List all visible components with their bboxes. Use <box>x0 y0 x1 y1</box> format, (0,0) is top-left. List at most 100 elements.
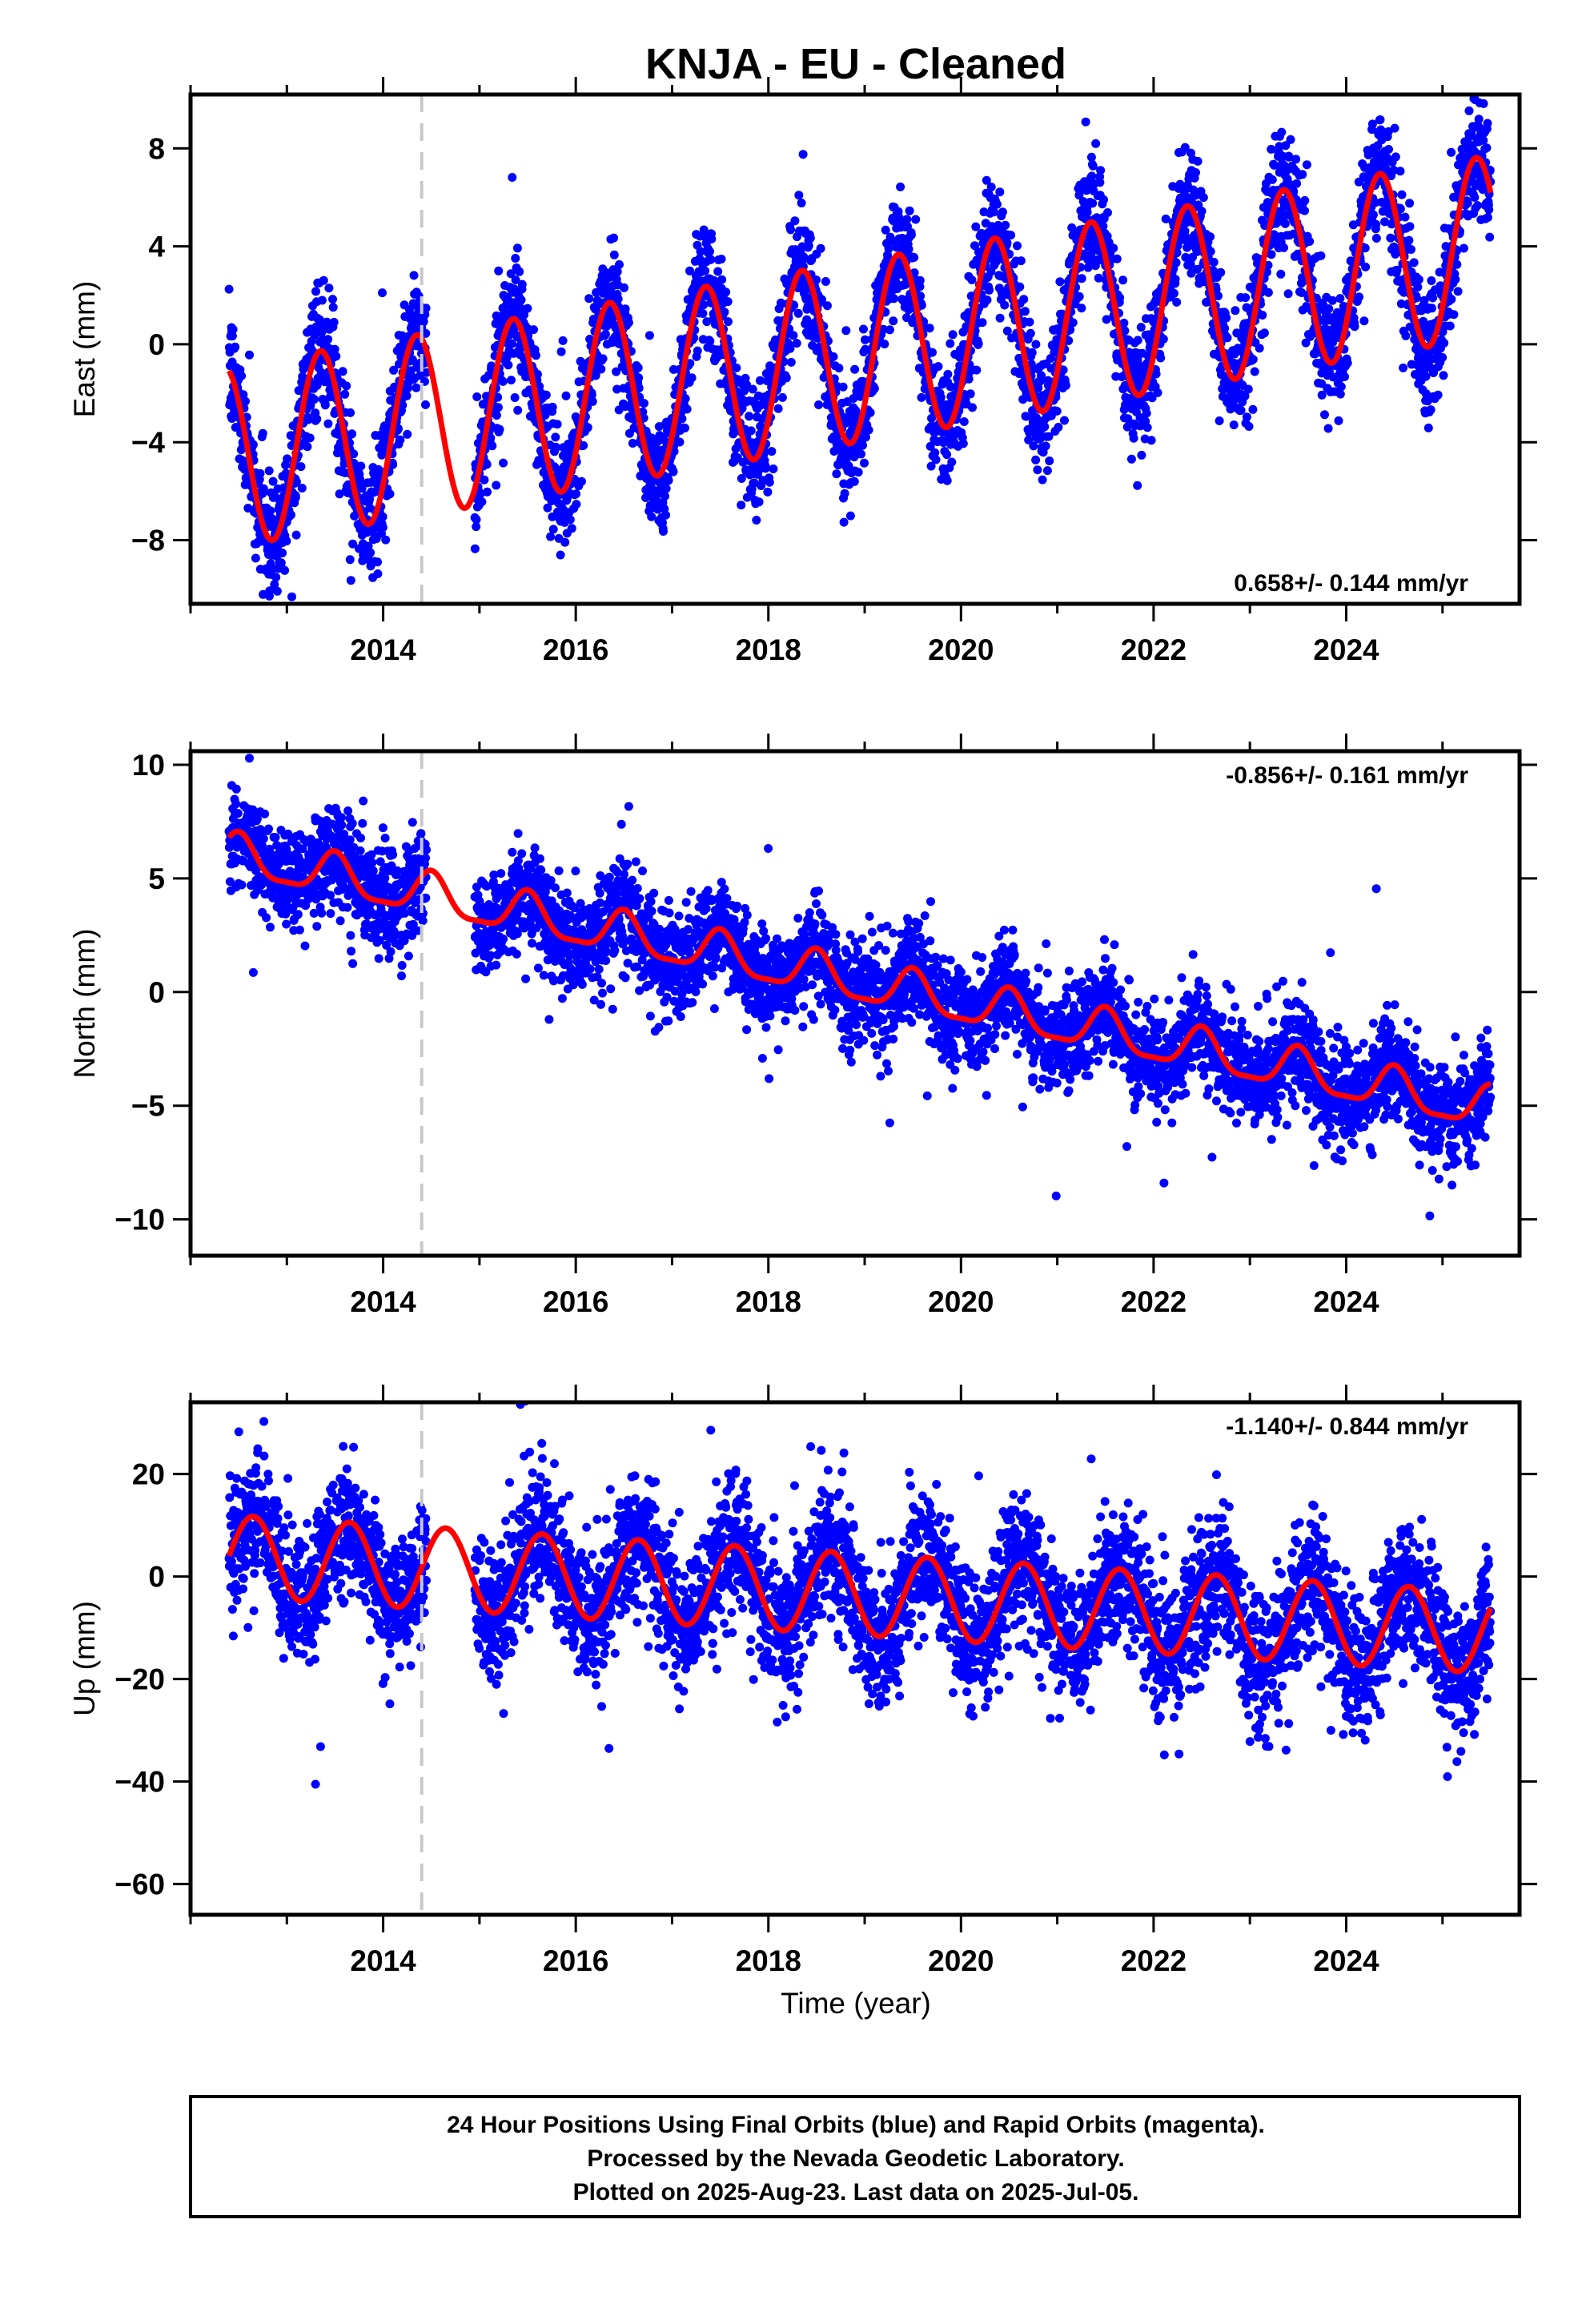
data-point <box>947 457 957 467</box>
data-point <box>1485 232 1495 242</box>
data-point <box>1380 217 1390 227</box>
data-point <box>1250 367 1259 376</box>
data-point <box>1206 247 1215 256</box>
data-point <box>283 454 292 464</box>
data-point <box>1083 263 1093 272</box>
data-point <box>264 466 274 476</box>
data-point <box>1151 369 1161 379</box>
data-point <box>1470 193 1480 202</box>
data-point <box>1133 336 1142 345</box>
data-point <box>1350 322 1359 332</box>
data-point <box>287 510 295 520</box>
data-point <box>548 525 558 534</box>
data-point <box>612 367 621 376</box>
data-point <box>1267 250 1276 259</box>
data-point <box>1120 326 1130 336</box>
data-point <box>488 441 497 451</box>
data-point <box>1464 106 1474 115</box>
data-point <box>1479 99 1488 108</box>
data-point <box>1409 258 1419 267</box>
data-point <box>990 207 998 217</box>
data-point <box>1033 465 1042 475</box>
data-point <box>476 489 485 499</box>
data-point <box>1102 315 1111 324</box>
data-point <box>356 461 366 471</box>
data-point <box>916 292 926 301</box>
data-point <box>381 430 391 440</box>
data-point <box>282 537 291 546</box>
x-tick-label: 2024 <box>1313 633 1379 666</box>
data-point <box>1001 220 1010 230</box>
data-point <box>494 266 504 275</box>
data-point <box>1427 276 1436 285</box>
data-point <box>1421 389 1431 399</box>
data-point <box>992 254 1002 263</box>
data-point <box>786 357 796 367</box>
data-point <box>849 476 859 486</box>
data-point <box>1248 404 1258 414</box>
data-point <box>227 332 237 341</box>
data-point <box>1032 413 1041 423</box>
data-point <box>724 317 733 327</box>
data-point <box>1223 333 1232 343</box>
data-point <box>1015 282 1025 292</box>
data-point <box>1401 331 1411 340</box>
data-point <box>1267 175 1277 184</box>
data-point <box>258 428 267 438</box>
data-point <box>1255 344 1264 353</box>
data-point <box>231 342 240 352</box>
data-point <box>696 247 705 256</box>
data-point <box>295 925 304 935</box>
data-point <box>300 363 310 372</box>
data-point <box>748 384 757 394</box>
data-point <box>746 426 756 436</box>
data-point <box>701 266 710 275</box>
data-point <box>817 295 826 304</box>
x-tick-label: 2020 <box>928 633 994 666</box>
data-point <box>687 373 697 383</box>
data-point <box>737 474 746 483</box>
data-point <box>270 580 279 589</box>
data-point <box>1029 441 1038 451</box>
data-point <box>721 287 731 297</box>
data-point <box>1175 179 1185 189</box>
data-point <box>647 512 656 521</box>
data-point <box>259 834 268 843</box>
data-point <box>365 494 375 504</box>
data-point <box>1474 115 1484 124</box>
data-point <box>556 347 566 356</box>
figure-title: KNJA - EU - Cleaned <box>645 40 1066 88</box>
data-point <box>792 339 801 348</box>
data-point <box>930 448 940 457</box>
data-point <box>1371 198 1380 207</box>
data-point <box>495 424 504 434</box>
data-point <box>1334 416 1343 425</box>
data-point <box>925 324 934 333</box>
data-point <box>1024 435 1034 444</box>
data-point <box>280 565 290 575</box>
data-point <box>995 313 1005 323</box>
data-point <box>348 539 358 549</box>
data-point <box>378 288 387 298</box>
data-point <box>931 455 941 464</box>
data-point <box>850 364 860 374</box>
data-point <box>1405 222 1415 231</box>
data-point <box>271 573 281 582</box>
data-point <box>482 460 492 469</box>
data-point <box>1242 412 1251 422</box>
data-point <box>1025 317 1034 327</box>
data-point <box>669 467 678 476</box>
data-point <box>1375 115 1385 124</box>
data-point <box>1026 328 1035 338</box>
data-point <box>1360 243 1370 253</box>
data-point <box>596 364 606 374</box>
data-point <box>1439 338 1449 348</box>
data-point <box>293 910 303 919</box>
data-point <box>1060 416 1069 425</box>
data-point <box>515 267 524 276</box>
data-point <box>1013 241 1022 251</box>
data-point <box>1137 450 1146 460</box>
data-point <box>320 400 330 410</box>
data-point <box>1220 324 1230 333</box>
data-point <box>966 292 976 301</box>
